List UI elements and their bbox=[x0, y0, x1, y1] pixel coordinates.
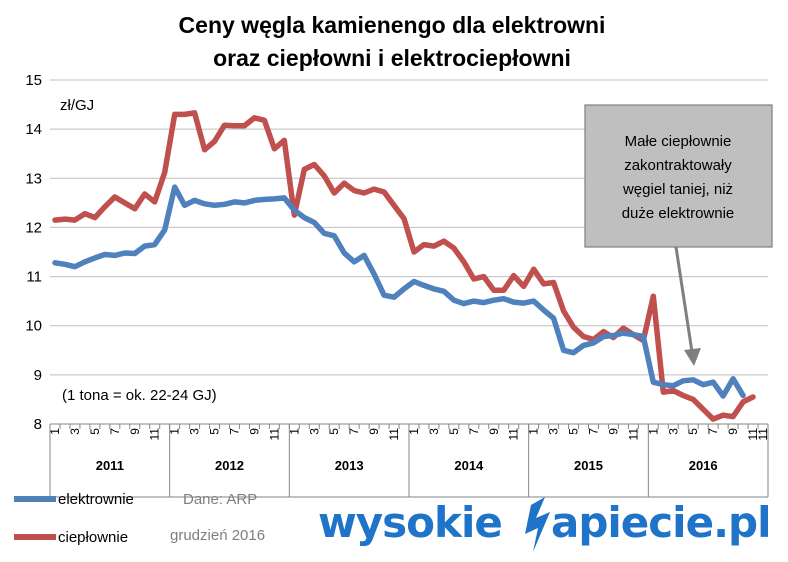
x-tick-label: 5 bbox=[88, 428, 102, 435]
year-label-2013: 2013 bbox=[335, 458, 364, 473]
x-tick-label: 11 bbox=[148, 428, 162, 441]
year-label-2015: 2015 bbox=[574, 458, 603, 473]
x-tick-label: 1 bbox=[287, 428, 301, 435]
x-tick-label: 9 bbox=[128, 428, 142, 435]
x-tick-label: 7 bbox=[706, 428, 720, 435]
callout-arrow-head bbox=[684, 348, 701, 366]
x-tick-label: 5 bbox=[208, 428, 222, 435]
legend-label-elektrownie: elektrownie bbox=[58, 491, 134, 508]
source-label: Dane: ARP bbox=[183, 491, 257, 508]
x-tick-label: 11 bbox=[746, 428, 760, 441]
year-label-2012: 2012 bbox=[215, 458, 244, 473]
x-tick-label: 9 bbox=[367, 428, 381, 435]
x-tick-label: 9 bbox=[247, 428, 261, 435]
legend: elektrownie ciepłownie bbox=[14, 491, 134, 546]
lightning-bolt-icon bbox=[525, 497, 550, 552]
x-tick-label: 7 bbox=[586, 428, 600, 435]
y-tick-15: 15 bbox=[25, 72, 42, 89]
x-tick-label: 5 bbox=[567, 428, 581, 435]
x-tick-label: 1 bbox=[646, 428, 660, 435]
callout-arrow-shaft bbox=[674, 246, 694, 353]
x-tick-label: 9 bbox=[606, 428, 620, 435]
chart-title-line-1: Ceny węgla kamienengo dla elektrowni bbox=[179, 12, 606, 38]
x-tick-label: 11 bbox=[387, 428, 401, 441]
callout: Małe ciepłownie zakontraktowały węgiel t… bbox=[584, 104, 773, 366]
x-tick-label: 3 bbox=[68, 428, 82, 435]
logo-text-right: apiecie.pl bbox=[551, 498, 770, 547]
callout-box bbox=[584, 104, 773, 248]
x-tick-label: 9 bbox=[726, 428, 740, 435]
x-tick-label: 5 bbox=[327, 428, 341, 435]
y-tick-12: 12 bbox=[25, 219, 42, 236]
x-tick-label: 5 bbox=[686, 428, 700, 435]
x-tick-label: 3 bbox=[427, 428, 441, 435]
y-axis-label: zł/GJ bbox=[60, 97, 94, 114]
conversion-note: (1 tona = ok. 22-24 GJ) bbox=[62, 387, 217, 404]
callout-line-3: węgiel taniej, niż bbox=[622, 181, 733, 198]
x-tick-label: 1 bbox=[407, 428, 421, 435]
logo-text-left: wysokie bbox=[318, 498, 502, 547]
year-label-2011: 2011 bbox=[96, 458, 124, 473]
year-label-2014: 2014 bbox=[454, 458, 484, 473]
x-tick-label: 11 bbox=[756, 428, 770, 441]
x-tick-label: 5 bbox=[447, 428, 461, 435]
x-tick-label: 3 bbox=[547, 428, 561, 435]
series-group bbox=[52, 110, 756, 422]
source-date: grudzień 2016 bbox=[170, 527, 265, 544]
y-tick-10: 10 bbox=[25, 318, 42, 335]
x-tick-label: 11 bbox=[267, 428, 281, 441]
x-tick-label: 1 bbox=[48, 428, 62, 435]
x-tick-label: 3 bbox=[666, 428, 680, 435]
x-tick-label: 1 bbox=[527, 428, 541, 435]
y-tick-9: 9 bbox=[34, 367, 42, 384]
callout-line-4: duże elektrownie bbox=[622, 205, 735, 222]
chart-title-line-2: oraz ciepłowni i elektrociepłowni bbox=[213, 45, 571, 71]
x-tick-label: 3 bbox=[307, 428, 321, 435]
x-tick-label: 7 bbox=[108, 428, 122, 435]
y-tick-13: 13 bbox=[25, 170, 42, 187]
callout-line-2: zakontraktowały bbox=[624, 157, 732, 174]
y-tick-11: 11 bbox=[26, 269, 42, 286]
x-tick-label: 11 bbox=[626, 428, 640, 441]
x-tick-label: 9 bbox=[487, 428, 501, 435]
x-tick-label: 1 bbox=[168, 428, 182, 435]
y-tick-8: 8 bbox=[34, 416, 42, 433]
x-tick-label: 3 bbox=[188, 428, 202, 435]
x-tick-label: 7 bbox=[467, 428, 481, 435]
x-tick-label: 7 bbox=[227, 428, 241, 435]
y-tick-labels: 8 9 10 11 12 13 14 15 bbox=[25, 72, 42, 433]
x-tick-label: 11 bbox=[507, 428, 521, 441]
x-tick-label: 7 bbox=[347, 428, 361, 435]
legend-label-cieplownie: ciepłownie bbox=[58, 529, 128, 546]
logo: wysokie apiecie.pl bbox=[318, 497, 771, 552]
y-tick-14: 14 bbox=[25, 121, 42, 138]
series-line-elektrownie bbox=[52, 184, 746, 399]
callout-line-1: Małe ciepłownie bbox=[625, 133, 732, 150]
year-label-2016: 2016 bbox=[689, 458, 718, 473]
